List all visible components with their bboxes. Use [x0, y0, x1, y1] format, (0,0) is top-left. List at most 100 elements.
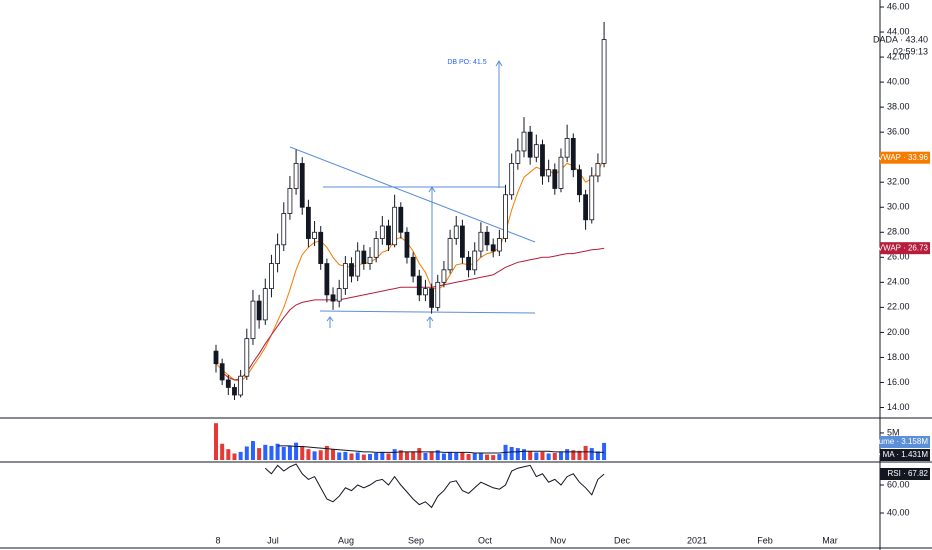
- volume-bar: [226, 449, 231, 460]
- x-tick-label: Jul: [267, 535, 279, 545]
- volume-bar: [232, 453, 237, 460]
- volume-ma-label: Volume MA · 1.431M: [854, 450, 929, 459]
- volume-bar: [349, 453, 354, 460]
- candle-body: [250, 300, 256, 340]
- volume-bar: [392, 449, 397, 460]
- volume-bar: [355, 452, 360, 460]
- symbol-label: DADA · 43.40: [873, 34, 928, 44]
- candle-body: [478, 231, 484, 252]
- volume-bar: [583, 445, 588, 460]
- volume-bar: [577, 450, 582, 460]
- y-tick-label: 46.00: [887, 1, 910, 11]
- y-tick-label: 20.00: [887, 327, 910, 337]
- y-tick-label: 26.00: [887, 252, 910, 262]
- candle-body: [238, 375, 244, 396]
- candle-body: [324, 263, 330, 296]
- y-tick-label: 32.00: [887, 177, 910, 187]
- candle-body: [398, 206, 404, 233]
- volume-bar: [238, 451, 243, 460]
- candle-body: [484, 231, 490, 246]
- candle-body: [269, 263, 274, 289]
- vwap-line: [215, 157, 605, 382]
- volume-bar: [485, 454, 490, 460]
- volume-bar: [343, 451, 348, 460]
- x-tick-label: Mar: [822, 535, 838, 545]
- candle-body: [472, 250, 478, 271]
- volume-bar: [540, 451, 545, 460]
- y-tick-label: 30.00: [887, 202, 910, 212]
- x-tick-label: Dec: [614, 535, 631, 545]
- volume-bar: [281, 447, 286, 460]
- candle-body: [577, 169, 582, 196]
- y-tick-label: 36.00: [887, 127, 910, 137]
- candle-body: [312, 231, 317, 239]
- volume-bar: [275, 443, 280, 460]
- volume-bar: [491, 455, 496, 460]
- candle-body: [410, 256, 416, 277]
- candle-body: [466, 256, 471, 271]
- rsi-label: RSI · 67.82: [888, 469, 929, 478]
- volume-bar: [528, 451, 533, 460]
- candle-body: [546, 169, 552, 177]
- vwap-label-box: [880, 242, 930, 255]
- volume-bar: [534, 452, 539, 460]
- y-tick-label: 40.00: [887, 76, 910, 86]
- candle-body: [336, 288, 342, 302]
- candle-body: [423, 288, 428, 296]
- volume-bar: [398, 450, 403, 460]
- candle-body: [595, 163, 601, 177]
- y-tick-label: 28.00: [887, 227, 910, 237]
- volume-bar: [552, 452, 557, 460]
- candle-body: [232, 387, 237, 396]
- volume-label: Volume · 3.158M: [868, 437, 929, 446]
- candle-body: [355, 250, 361, 277]
- candle-body: [404, 231, 410, 258]
- candle-body: [490, 244, 496, 252]
- candle-body: [453, 225, 459, 239]
- candle-body: [459, 225, 465, 258]
- volume-bar: [324, 445, 329, 460]
- volume-bar: [435, 450, 440, 460]
- candle-body: [540, 144, 545, 177]
- volume-bar: [220, 443, 225, 460]
- candle-body: [416, 275, 422, 296]
- volume-bar: [250, 441, 255, 460]
- rsi-line: [264, 463, 605, 509]
- y-tick-label: 24.00: [887, 277, 910, 287]
- y-tick-label: 18.00: [887, 352, 910, 362]
- vwap-label-box: [880, 151, 930, 164]
- volume-bar: [478, 452, 483, 460]
- volume-bar: [294, 442, 299, 460]
- candle-body: [330, 294, 336, 302]
- candle-body: [447, 238, 453, 271]
- volume-bar: [244, 446, 249, 460]
- candle-body: [318, 231, 324, 264]
- volume-bar: [411, 451, 416, 460]
- candle-body: [564, 138, 570, 158]
- candle-body: [583, 194, 588, 221]
- y-tick-label: 42.00: [887, 51, 910, 61]
- y-tick-label: 22.00: [887, 302, 910, 312]
- candle-body: [275, 244, 281, 264]
- candle-body: [570, 138, 576, 171]
- volume-bar: [269, 445, 274, 460]
- candle-body: [533, 144, 539, 158]
- candle-body: [435, 281, 441, 308]
- candle-body: [509, 163, 515, 196]
- candle-body: [558, 156, 564, 189]
- volume-bar: [417, 448, 422, 460]
- candle-body: [256, 300, 262, 321]
- trendline: [289, 146, 536, 243]
- candle-body: [392, 206, 398, 246]
- volume-bar: [423, 452, 428, 460]
- volume-bar: [546, 453, 551, 460]
- volume-bar: [509, 447, 514, 460]
- candle-body: [361, 250, 367, 264]
- candle-body: [386, 225, 391, 246]
- volume-ma-line: [277, 445, 605, 454]
- candle-body: [293, 163, 299, 189]
- candle-body: [299, 163, 305, 208]
- candle-body: [515, 150, 521, 164]
- countdown: 02:59:13: [893, 46, 928, 56]
- volume-bar: [214, 423, 218, 460]
